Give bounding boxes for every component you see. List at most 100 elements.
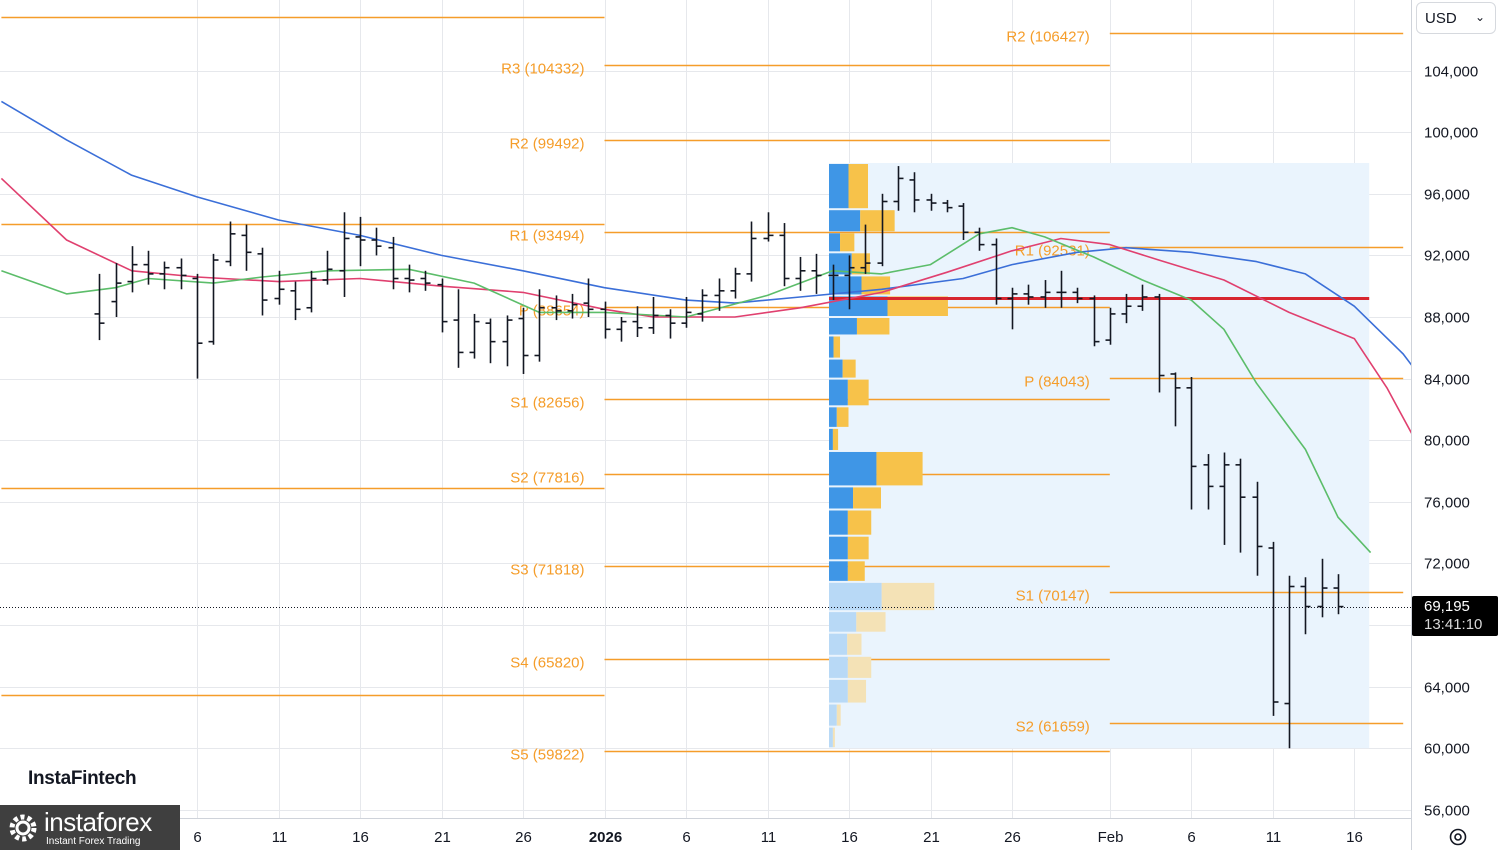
ohlc-bar xyxy=(1203,454,1214,510)
volume-bar-sell xyxy=(833,336,841,358)
time-tick-label: 16 xyxy=(352,829,369,846)
pivot-label: P (84043) xyxy=(1024,374,1090,391)
ohlc-bar xyxy=(632,306,643,338)
pivot-label: S4 (65820) xyxy=(510,655,584,672)
ohlc-bar xyxy=(714,278,725,311)
volume-bar-sell xyxy=(847,510,872,535)
current-price-value: 69,195 xyxy=(1424,598,1470,615)
ohlc-bar xyxy=(616,317,627,342)
price-tick-label: 88,000 xyxy=(1424,310,1470,327)
pivot-label: R1 (93494) xyxy=(509,228,584,245)
ohlc-bar xyxy=(176,258,187,290)
ohlc-bar xyxy=(1235,458,1246,553)
ohlc-bar xyxy=(600,301,611,339)
volume-bar-sell xyxy=(847,536,869,560)
volume-bar-sell xyxy=(856,318,890,335)
ohlc-bar xyxy=(958,203,969,240)
volume-bar-buy xyxy=(829,233,841,252)
ohlc-bar xyxy=(681,296,692,328)
ohlc-bar xyxy=(290,281,301,321)
ohlc-bar xyxy=(877,193,888,267)
ohlc-bar xyxy=(1105,307,1116,345)
ohlc-bar xyxy=(551,295,562,321)
ohlc-bar xyxy=(974,227,985,251)
ohlc-bar xyxy=(257,247,268,316)
ohlc-bar xyxy=(926,193,937,211)
price-axis[interactable]: 56,00060,00064,00068,00072,00076,00080,0… xyxy=(1424,64,1478,820)
volume-bar-sell xyxy=(847,561,865,581)
volume-bar-buy xyxy=(829,510,848,535)
time-tick-label: 26 xyxy=(515,829,532,846)
volume-bar-sell xyxy=(856,612,886,632)
time-axis[interactable]: 6 11 16 21 26 2026 6 11 16 21 26 Feb 6 11 16 xyxy=(193,829,1363,846)
price-tick-label: 84,000 xyxy=(1424,372,1470,389)
ohlc-bar xyxy=(844,255,855,310)
price-tick-label: 104,000 xyxy=(1424,64,1478,81)
ohlc-bar xyxy=(648,296,659,334)
ohlc-bar xyxy=(763,212,774,242)
volume-bar-sell xyxy=(840,233,855,252)
volume-bar-buy xyxy=(829,561,848,581)
volume-bar-buy xyxy=(829,679,848,703)
ohlc-bar xyxy=(111,263,122,317)
price-tick-label: 56,000 xyxy=(1424,803,1470,820)
brand-name: instaforex xyxy=(44,807,152,837)
ohlc-bar xyxy=(583,278,594,317)
volume-bar-buy xyxy=(829,359,843,378)
ohlc-bar xyxy=(942,199,953,213)
ohlc-bar xyxy=(355,216,366,267)
price-tick-label: 72,000 xyxy=(1424,556,1470,573)
ohlc-bar xyxy=(534,289,545,362)
watermark-text: InstaFintech xyxy=(16,760,166,800)
ohlc-bar xyxy=(404,264,415,293)
volume-bar-sell xyxy=(842,359,856,378)
volume-bar-sell xyxy=(876,451,923,486)
ohlc-bar xyxy=(94,273,105,341)
pivot-label: R3 (104332) xyxy=(501,61,584,78)
ohlc-bar xyxy=(208,253,219,345)
ohlc-bar xyxy=(502,315,513,367)
volume-bar-sell xyxy=(853,487,881,509)
time-tick-label: Feb xyxy=(1098,829,1124,846)
volume-bar-buy xyxy=(829,727,833,748)
ohlc-bar xyxy=(143,250,154,285)
ohlc-bar xyxy=(159,261,170,290)
price-tick-label: 100,000 xyxy=(1424,125,1478,142)
ohlc-bar xyxy=(1300,577,1311,635)
volume-bar-buy xyxy=(829,582,882,611)
price-tick-label: 96,000 xyxy=(1424,187,1470,204)
ohlc-bar xyxy=(241,224,252,271)
volume-bar-buy xyxy=(829,633,848,655)
volume-bar-buy xyxy=(829,296,888,316)
moving-average-line xyxy=(0,177,1411,434)
currency-value: USD xyxy=(1425,9,1457,27)
volume-bar-sell xyxy=(836,704,841,726)
ohlc-bar xyxy=(127,246,138,293)
gear-logo-icon xyxy=(9,814,37,842)
volume-bar-sell xyxy=(848,164,868,209)
ohlc-bar xyxy=(1007,287,1018,330)
volume-bar-buy xyxy=(829,210,861,232)
price-tick-label: 92,000 xyxy=(1424,248,1470,265)
ohlc-bar xyxy=(1170,372,1181,427)
pivot-label: S3 (71818) xyxy=(510,562,584,579)
volume-bar-buy xyxy=(829,704,837,726)
settings-icon[interactable] xyxy=(1446,826,1470,848)
pivot-label: S2 (77816) xyxy=(510,470,584,487)
time-tick-label: 21 xyxy=(923,829,940,846)
price-tick-label: 64,000 xyxy=(1424,680,1470,697)
ohlc-bar xyxy=(388,236,399,290)
price-tick-label: 76,000 xyxy=(1424,495,1470,512)
volume-bar-sell xyxy=(847,679,867,703)
pivot-label: R2 (106427) xyxy=(1006,29,1089,46)
ohlc-bar xyxy=(1186,377,1197,510)
ohlc-bar xyxy=(746,221,757,282)
currency-select[interactable]: USD ⌄ xyxy=(1416,2,1496,34)
volume-bar-buy xyxy=(829,253,852,275)
volume-bar-buy xyxy=(829,379,848,406)
ohlc-bar xyxy=(192,273,203,379)
time-tick-label: 16 xyxy=(1346,829,1363,846)
volume-bar-buy xyxy=(829,451,877,486)
volume-bar-buy xyxy=(829,656,848,678)
